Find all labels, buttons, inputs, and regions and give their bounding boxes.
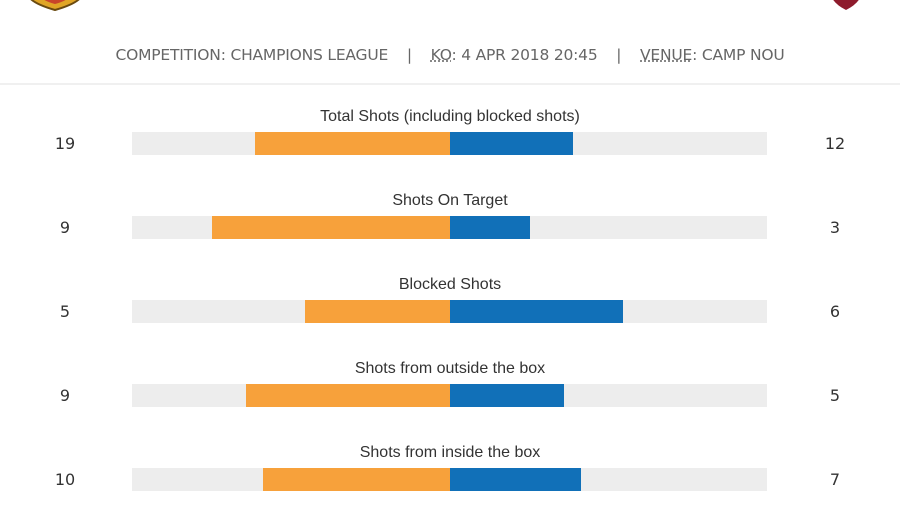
home-bar <box>255 132 450 155</box>
away-value: 5 <box>829 386 841 405</box>
home-team-crest <box>30 0 80 12</box>
stat-label: Shots On Target <box>392 192 508 209</box>
home-bar <box>211 216 450 239</box>
home-value: 10 <box>54 470 76 489</box>
competition: CHAMPIONS LEAGUE <box>230 46 389 64</box>
home-bar <box>262 468 450 491</box>
stat-label: Shots from inside the box <box>359 444 541 461</box>
stat-row: Shots from outside the box 9 5 <box>0 360 900 420</box>
venue-abbr: VENUE <box>640 46 693 64</box>
home-value: 5 <box>59 302 71 321</box>
stat-bar-track <box>132 216 767 239</box>
stat-bar-track <box>132 132 767 155</box>
stat-bar-track <box>132 384 767 407</box>
ko-abbr: KO <box>430 46 452 64</box>
away-bar <box>450 132 574 155</box>
stat-row: Blocked Shots 5 6 <box>0 276 900 336</box>
away-bar <box>450 468 581 491</box>
away-value: 3 <box>829 218 841 237</box>
separator: | <box>406 46 412 64</box>
stat-bar-track <box>132 300 767 323</box>
separator: | <box>616 46 622 64</box>
kickoff-time: : 4 APR 2018 20:45 <box>451 46 598 64</box>
venue: : CAMP NOU <box>692 46 785 64</box>
stat-label: Total Shots (including blocked shots) <box>320 108 580 125</box>
stat-row: Total Shots (including blocked shots) 19… <box>0 108 900 168</box>
home-bar <box>305 300 450 323</box>
away-bar <box>450 216 530 239</box>
home-value: 19 <box>54 134 76 153</box>
away-bar <box>450 384 564 407</box>
home-value: 9 <box>59 218 71 237</box>
away-value: 6 <box>829 302 841 321</box>
competition-label: COMPETITION: <box>115 46 226 64</box>
home-value: 9 <box>59 386 71 405</box>
divider <box>0 83 900 85</box>
away-team-crest <box>833 0 859 10</box>
stat-row: Shots On Target 9 3 <box>0 192 900 252</box>
stat-label: Blocked Shots <box>398 276 502 293</box>
stat-bar-track <box>132 468 767 491</box>
away-value: 12 <box>824 134 846 153</box>
away-value: 7 <box>829 470 841 489</box>
stat-row: Shots from inside the box 10 7 <box>0 444 900 504</box>
home-bar <box>245 384 450 407</box>
away-bar <box>450 300 624 323</box>
match-info: COMPETITION: CHAMPIONS LEAGUE | KO: 4 AP… <box>0 46 900 64</box>
stat-label: Shots from outside the box <box>354 360 546 377</box>
